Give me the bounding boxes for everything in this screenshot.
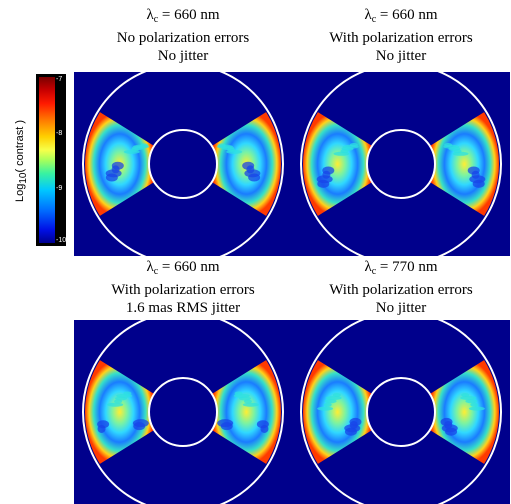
speckle bbox=[107, 402, 124, 407]
speckle bbox=[133, 422, 146, 431]
speckle bbox=[242, 402, 259, 407]
jitter-label: No jitter bbox=[375, 48, 427, 64]
polarization-label: With polarization errors bbox=[111, 282, 255, 298]
contrast-map-panel-1 bbox=[74, 72, 292, 256]
colorbar-tick: -9 bbox=[56, 185, 63, 192]
speckle bbox=[317, 406, 334, 411]
wavelength-label: λc = 660 nm bbox=[146, 259, 220, 277]
speckle bbox=[226, 149, 243, 154]
outer-working-angle-circle bbox=[82, 320, 284, 504]
speckle bbox=[123, 149, 140, 154]
colorbar: Log10( contrast ) -7 -8 -9 -10 bbox=[0, 74, 72, 254]
colorbar-scale: -7 -8 -9 -10 bbox=[36, 74, 66, 246]
outer-working-angle-circle bbox=[300, 72, 502, 256]
inner-working-angle-circle bbox=[366, 129, 436, 199]
polarization-label: No polarization errors bbox=[116, 30, 250, 46]
speckle bbox=[260, 424, 269, 433]
right-dark-hole-wedge bbox=[211, 360, 281, 464]
right-dark-hole-wedge bbox=[429, 112, 499, 216]
panel-caption-3: λc = 660 nm With polarization errors 1.6… bbox=[74, 258, 292, 317]
speckle bbox=[325, 395, 342, 400]
speckle bbox=[452, 151, 469, 156]
left-dark-hole-wedge bbox=[303, 360, 373, 464]
speckle bbox=[468, 406, 485, 411]
wavelength-label: λc = 660 nm bbox=[146, 7, 220, 25]
speckle bbox=[105, 173, 118, 182]
speckle bbox=[333, 151, 350, 156]
contrast-map-panel-2 bbox=[292, 72, 510, 256]
polarization-label: With polarization errors bbox=[329, 30, 473, 46]
colorbar-title: Log10( contrast ) bbox=[14, 119, 29, 203]
colorbar-tick: -10 bbox=[56, 237, 67, 244]
panel-caption-4: λc = 770 nm With polarization errors No … bbox=[292, 258, 510, 317]
jitter-label: No jitter bbox=[375, 300, 427, 316]
jitter-label: No jitter bbox=[157, 48, 209, 64]
speckle bbox=[472, 179, 485, 188]
contrast-map-image bbox=[292, 320, 510, 504]
speckle bbox=[114, 399, 123, 404]
speckle bbox=[323, 402, 332, 407]
polarization-label: With polarization errors bbox=[329, 282, 473, 298]
speckle bbox=[317, 179, 330, 188]
inner-working-angle-circle bbox=[148, 377, 218, 447]
panel-caption-1: λc = 660 nm No polarization errors No ji… bbox=[74, 6, 292, 65]
inner-working-angle-circle bbox=[366, 377, 436, 447]
left-dark-hole-wedge bbox=[85, 360, 155, 464]
wavelength-label: λc = 770 nm bbox=[364, 259, 438, 277]
outer-working-angle-circle bbox=[82, 72, 284, 256]
contrast-map-panel-4 bbox=[292, 320, 510, 504]
contrast-map-panel-3 bbox=[74, 320, 292, 504]
colorbar-gradient bbox=[39, 77, 55, 243]
panel-caption-2: λc = 660 nm With polarization errors No … bbox=[292, 6, 510, 65]
speckle bbox=[470, 402, 479, 407]
speckle bbox=[324, 399, 337, 404]
speckle bbox=[97, 424, 106, 433]
contrast-map-image bbox=[74, 320, 292, 504]
wavelength-label: λc = 660 nm bbox=[364, 7, 438, 25]
speckle bbox=[465, 399, 478, 404]
speckle bbox=[220, 422, 233, 431]
contrast-map-image bbox=[292, 72, 510, 256]
jitter-label: 1.6 mas RMS jitter bbox=[125, 300, 241, 316]
speckle bbox=[460, 395, 477, 400]
right-dark-hole-wedge bbox=[429, 360, 499, 464]
contrast-map-image bbox=[74, 72, 292, 256]
colorbar-tick: -7 bbox=[56, 76, 63, 83]
left-dark-hole-wedge bbox=[303, 112, 373, 216]
speckle bbox=[344, 427, 357, 436]
speckle bbox=[243, 399, 252, 404]
speckle bbox=[248, 173, 261, 182]
speckle bbox=[445, 427, 458, 436]
colorbar-tick: -8 bbox=[56, 130, 63, 137]
outer-working-angle-circle bbox=[300, 320, 502, 504]
inner-working-angle-circle bbox=[148, 129, 218, 199]
